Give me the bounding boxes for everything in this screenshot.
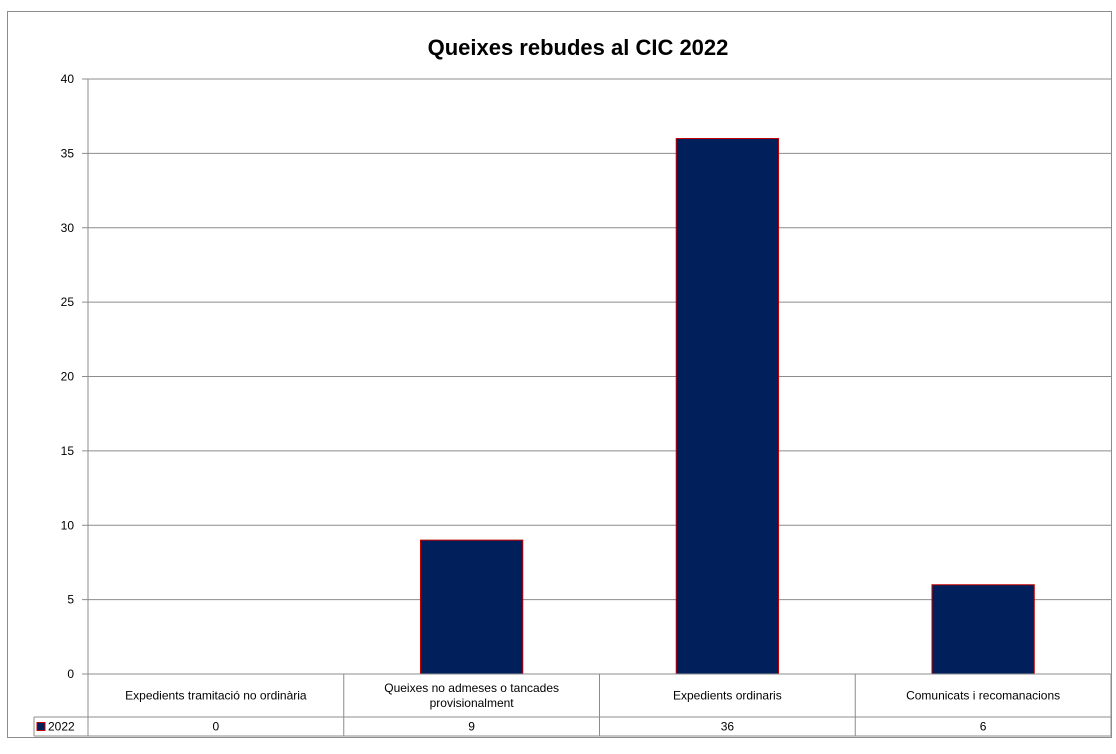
legend-series-name: 2022 <box>48 720 75 734</box>
y-tick-label: 30 <box>61 221 75 235</box>
gridlines <box>82 78 1111 736</box>
bar <box>931 584 1035 675</box>
y-tick-label: 15 <box>61 444 75 458</box>
category-label: provisionalment <box>430 696 515 710</box>
bar <box>419 539 524 675</box>
chart-title: Queixes rebudes al CIC 2022 <box>428 35 729 60</box>
y-axis-tick-labels: 0 5 10 15 20 25 30 35 40 <box>61 72 75 681</box>
category-label: Queixes no admeses o tancades <box>384 681 559 695</box>
chart-frame: Queixes rebudes al CIC 2022 0 5 10 15 20 25 30… <box>7 11 1112 738</box>
data-table: Expedients tramitació no ordinària Queixe… <box>33 673 1112 737</box>
y-tick-label: 40 <box>61 72 75 86</box>
bar <box>675 138 780 675</box>
data-table-value: 0 <box>213 720 220 734</box>
y-tick-label: 0 <box>67 667 74 681</box>
y-tick-label: 10 <box>61 518 75 532</box>
chart-svg: Queixes rebudes al CIC 2022 0 5 10 15 20 25 30… <box>33 35 1112 737</box>
category-label: Expedients ordinaris <box>673 689 782 703</box>
data-table-value: 9 <box>468 720 475 734</box>
legend-swatch <box>36 722 46 731</box>
y-tick-label: 5 <box>67 593 74 607</box>
y-tick-label: 35 <box>61 146 75 160</box>
bars <box>419 138 1035 675</box>
data-table-value: 6 <box>980 720 987 734</box>
data-table-value: 36 <box>721 720 735 734</box>
category-label: Expedients tramitació no ordinària <box>125 689 307 703</box>
y-tick-label: 20 <box>61 370 75 384</box>
category-label: Comunicats i recomanacions <box>906 689 1060 703</box>
y-tick-label: 25 <box>61 295 75 309</box>
